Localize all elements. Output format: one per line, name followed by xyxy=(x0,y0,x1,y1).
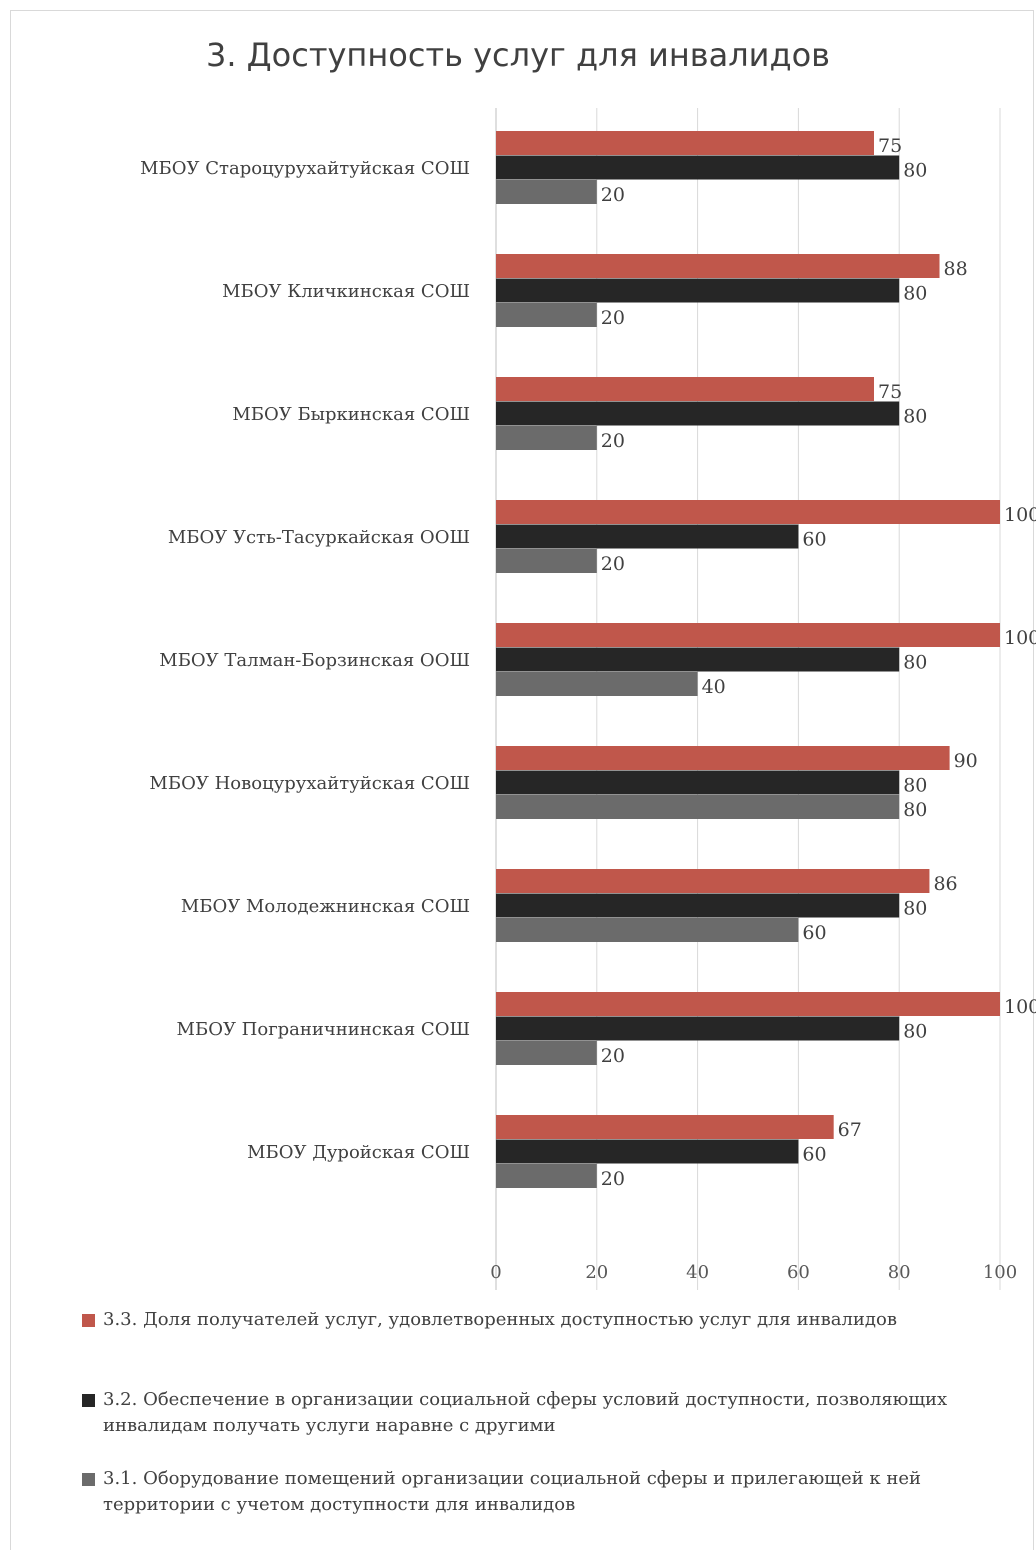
bar-7-series-3 xyxy=(496,918,799,942)
category-label-3: МБОУ Быркинская СОШ xyxy=(232,404,470,425)
legend-swatch-series-2 xyxy=(82,1394,95,1407)
x-tick-label-100: 100 xyxy=(983,1262,1017,1283)
bar-3-series-3 xyxy=(496,426,597,450)
bar-8-series-2 xyxy=(496,1016,900,1041)
x-tick-label-60: 60 xyxy=(787,1262,810,1283)
data-label-7-series-1: 86 xyxy=(933,873,957,895)
legend-label-series-1: 3.3. Доля получателей услуг, удовлетворе… xyxy=(103,1309,897,1330)
data-label-6-series-2: 80 xyxy=(903,775,927,797)
category-label-4: МБОУ Усть-Тасуркайская ООШ xyxy=(168,527,470,548)
bar-3-series-2 xyxy=(496,401,900,426)
bar-9-series-1 xyxy=(496,1115,834,1139)
data-label-1-series-3: 20 xyxy=(601,184,625,206)
data-label-5-series-2: 80 xyxy=(903,652,927,674)
legend-item-series-1: 3.3. Доля получателей услуг, удовлетворе… xyxy=(82,1307,1002,1333)
data-label-6-series-3: 80 xyxy=(903,799,927,821)
data-label-7-series-2: 80 xyxy=(903,898,927,920)
data-label-2-series-2: 80 xyxy=(903,283,927,305)
data-label-4-series-3: 20 xyxy=(601,553,625,575)
data-label-4-series-1: 100 xyxy=(1004,504,1036,526)
data-label-5-series-1: 100 xyxy=(1004,627,1036,649)
bar-4-series-1 xyxy=(496,500,1000,524)
chart-frame xyxy=(10,10,1034,1550)
data-label-3-series-2: 80 xyxy=(903,406,927,428)
data-label-1-series-2: 80 xyxy=(903,160,927,182)
bar-2-series-3 xyxy=(496,303,597,327)
legend-item-series-2: 3.2. Обеспечение в организации социально… xyxy=(82,1387,1002,1439)
category-label-2: МБОУ Кличкинская СОШ xyxy=(222,281,470,302)
data-label-2-series-3: 20 xyxy=(601,307,625,329)
data-label-5-series-3: 40 xyxy=(702,676,726,698)
x-tick-label-20: 20 xyxy=(585,1262,608,1283)
data-label-9-series-2: 60 xyxy=(802,1144,826,1166)
data-label-8-series-3: 20 xyxy=(601,1045,625,1067)
bar-5-series-1 xyxy=(496,623,1000,647)
data-label-3-series-1: 75 xyxy=(878,381,902,403)
bar-9-series-3 xyxy=(496,1164,597,1188)
bar-1-series-2 xyxy=(496,155,900,180)
bar-4-series-3 xyxy=(496,549,597,573)
data-label-9-series-1: 67 xyxy=(838,1119,862,1141)
data-label-6-series-1: 90 xyxy=(954,750,978,772)
chart-title: 3. Доступность услуг для инвалидов xyxy=(205,36,831,74)
category-label-6: МБОУ Новоцурухайтуйская СОШ xyxy=(149,773,470,794)
x-tick-label-80: 80 xyxy=(888,1262,911,1283)
category-label-5: МБОУ Талман-Борзинская ООШ xyxy=(159,650,470,671)
bar-5-series-3 xyxy=(496,672,698,696)
bar-6-series-3 xyxy=(496,795,900,819)
category-label-1: МБОУ Староцурухайтуйская СОШ xyxy=(140,158,470,179)
category-label-8: МБОУ Пограничнинская СОШ xyxy=(177,1019,470,1040)
data-label-1-series-1: 75 xyxy=(878,135,902,157)
category-label-7: МБОУ Молодежнинская СОШ xyxy=(181,896,470,917)
legend-item-series-3: 3.1. Оборудование помещений организации … xyxy=(82,1466,1002,1518)
bar-2-series-1 xyxy=(496,254,940,278)
data-label-7-series-3: 60 xyxy=(802,922,826,944)
bar-4-series-2 xyxy=(496,524,799,549)
legend-label-series-3: 3.1. Оборудование помещений организации … xyxy=(103,1468,921,1515)
data-label-9-series-3: 20 xyxy=(601,1168,625,1190)
legend-label-series-2: 3.2. Обеспечение в организации социально… xyxy=(103,1389,948,1436)
x-tick-label-0: 0 xyxy=(490,1262,501,1283)
legend-swatch-series-3 xyxy=(82,1473,95,1486)
legend-swatch-series-1 xyxy=(82,1314,95,1327)
bar-1-series-1 xyxy=(496,131,874,155)
bar-7-series-2 xyxy=(496,893,900,918)
bar-5-series-2 xyxy=(496,647,900,672)
bar-8-series-3 xyxy=(496,1041,597,1065)
data-label-2-series-1: 88 xyxy=(944,258,968,280)
data-label-3-series-3: 20 xyxy=(601,430,625,452)
bar-2-series-2 xyxy=(496,278,900,303)
bar-9-series-2 xyxy=(496,1139,799,1164)
category-label-9: МБОУ Дуройская СОШ xyxy=(247,1142,470,1163)
bar-1-series-3 xyxy=(496,180,597,204)
bar-3-series-1 xyxy=(496,377,874,401)
bar-6-series-1 xyxy=(496,746,950,770)
bar-7-series-1 xyxy=(496,869,930,893)
bar-6-series-2 xyxy=(496,770,900,795)
x-tick-label-40: 40 xyxy=(686,1262,709,1283)
bar-8-series-1 xyxy=(496,992,1000,1016)
data-label-4-series-2: 60 xyxy=(802,529,826,551)
data-label-8-series-2: 80 xyxy=(903,1021,927,1043)
data-label-8-series-1: 100 xyxy=(1004,996,1036,1018)
